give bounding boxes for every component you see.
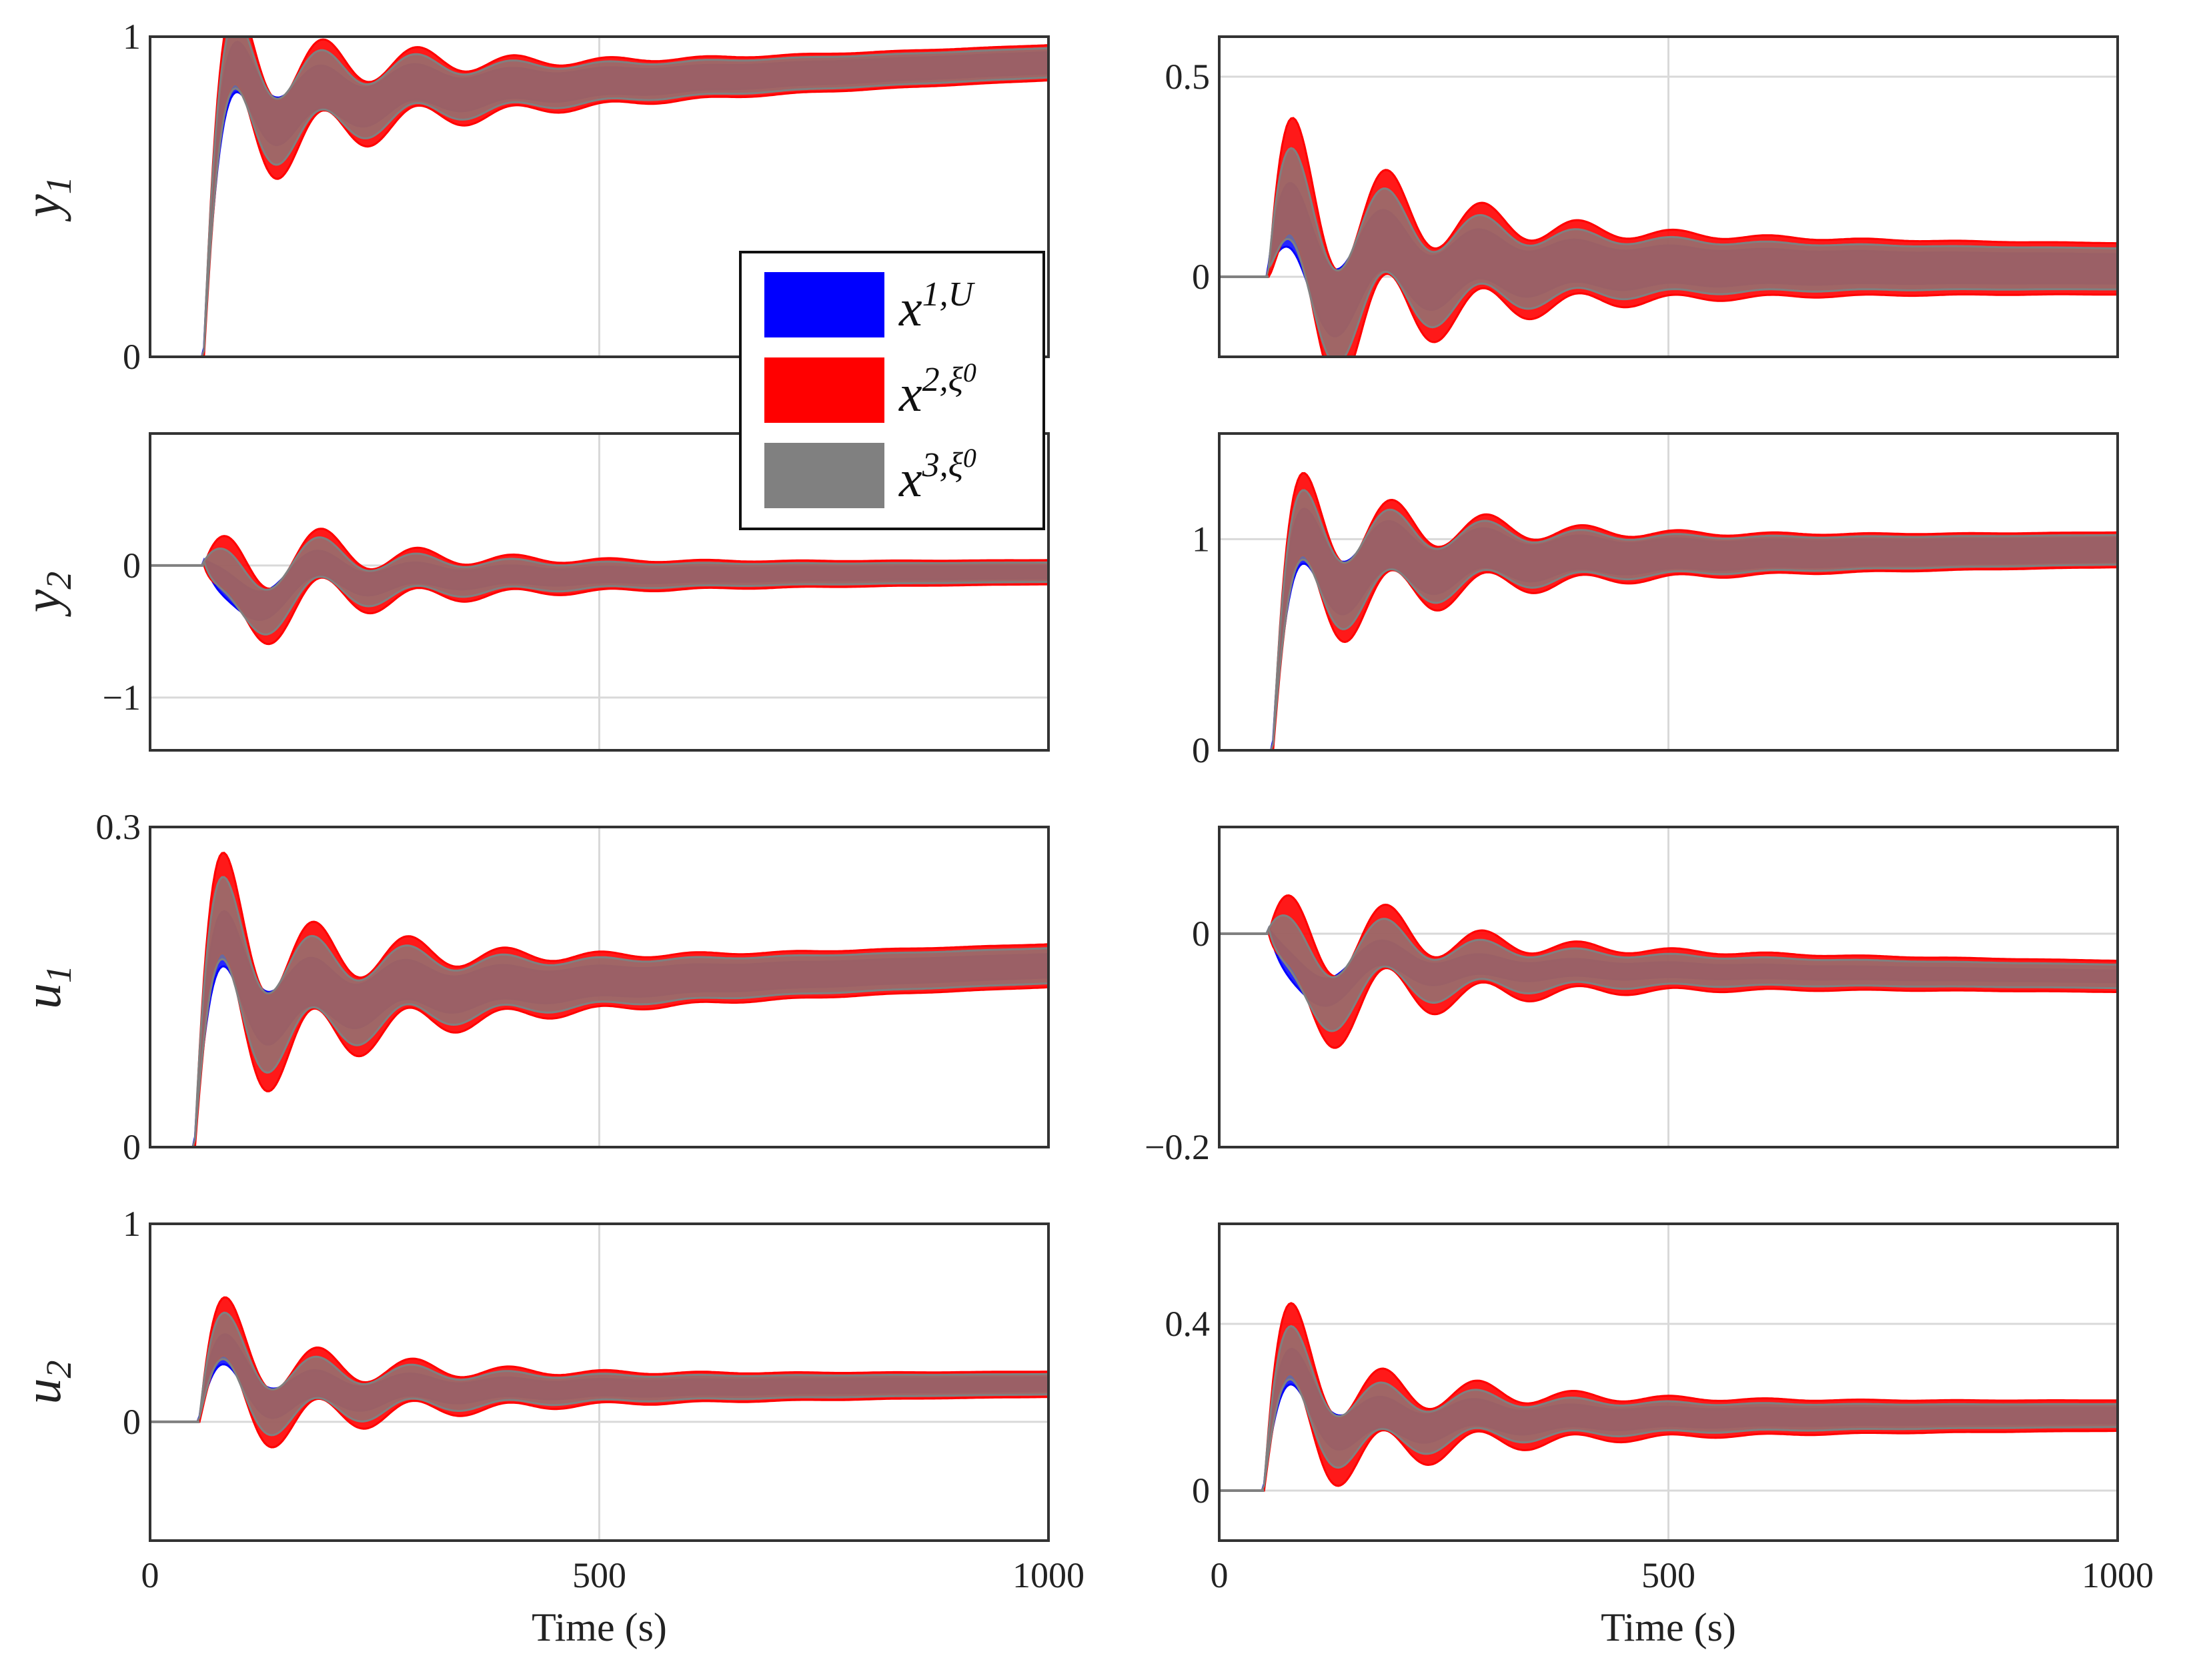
xlabel: Time (s) bbox=[532, 1605, 667, 1649]
ytick-label: 1 bbox=[1192, 519, 1210, 559]
xtick-label: 1000 bbox=[1012, 1555, 1084, 1595]
band-gray bbox=[150, 37, 1048, 357]
panel-u2-right: 0 0.4 0 500 1000 Time (s) bbox=[1165, 1222, 2154, 1649]
ytick-label: 0 bbox=[1192, 257, 1210, 297]
legend: x1,U x2,ξ0 x3,ξ0 bbox=[739, 251, 1045, 530]
panel-u2-left: 0 1 0 500 1000 Time (s) u2 bbox=[13, 1204, 1084, 1649]
ytick-label: 0 bbox=[1192, 914, 1210, 954]
axes-frame bbox=[149, 826, 1050, 1148]
ytick-label: 1 bbox=[123, 17, 141, 57]
ytick-label: 0 bbox=[123, 546, 141, 586]
ytick-label: 0 bbox=[1192, 1471, 1210, 1511]
ytick-label: 0.3 bbox=[96, 807, 141, 847]
legend-swatch-blue bbox=[764, 272, 884, 337]
ytick-label: 0.4 bbox=[1165, 1304, 1211, 1344]
ytick-label: 0 bbox=[123, 1402, 141, 1442]
ylabel: y1 bbox=[13, 176, 79, 222]
ytick-label: 0 bbox=[123, 1127, 141, 1167]
xlabel: Time (s) bbox=[1601, 1605, 1736, 1649]
ytick-label: 0 bbox=[123, 337, 141, 377]
xtick-label: 500 bbox=[1641, 1555, 1695, 1595]
xtick-label: 0 bbox=[1211, 1555, 1229, 1595]
band-gray bbox=[1219, 1325, 2118, 1492]
ytick-label: 1 bbox=[123, 1204, 141, 1244]
panel-y2-left: −1 0 y2 bbox=[13, 432, 1050, 752]
xtick-label: 500 bbox=[572, 1555, 626, 1595]
ylabel: y2 bbox=[13, 572, 79, 618]
band-gray bbox=[1219, 914, 2118, 1032]
band-gray bbox=[150, 876, 1048, 1147]
legend-label-gray: x3,ξ0 bbox=[898, 443, 976, 508]
ylabel: u2 bbox=[13, 1361, 79, 1405]
panel-u1-left: 0 0.3 u1 bbox=[13, 807, 1050, 1167]
band-gray bbox=[1219, 489, 2118, 750]
xtick-label: 0 bbox=[141, 1555, 159, 1595]
band-gray bbox=[150, 1311, 1048, 1437]
panel-u1-right: −0.2 0 bbox=[1145, 826, 2119, 1167]
legend-swatch-gray bbox=[764, 443, 884, 508]
band-gray bbox=[1219, 147, 2118, 357]
panel-y1-right: 00.5 bbox=[1165, 35, 2119, 358]
axes-frame bbox=[1218, 826, 2119, 1148]
band-gray bbox=[150, 536, 1048, 636]
axes-frame bbox=[149, 432, 1050, 752]
ylabel: u1 bbox=[13, 965, 79, 1009]
axes-frame bbox=[149, 35, 1050, 358]
axes-frame bbox=[149, 1222, 1050, 1542]
panel-y2-right: 01 bbox=[1192, 432, 2119, 770]
ytick-label: 0.5 bbox=[1165, 57, 1211, 97]
legend-label-blue: x1,U bbox=[898, 275, 976, 337]
axes-frame bbox=[1218, 35, 2119, 358]
ytick-label: −1 bbox=[103, 678, 141, 718]
ytick-label: 0 bbox=[1192, 730, 1210, 770]
panel-y1-left: 0 1 y1 bbox=[13, 17, 1050, 377]
ytick-label: −0.2 bbox=[1145, 1127, 1210, 1167]
legend-label-red: x2,ξ0 bbox=[898, 357, 976, 422]
xtick-label: 1000 bbox=[2082, 1555, 2154, 1595]
legend-swatch-red bbox=[764, 357, 884, 423]
axes-frame bbox=[1218, 1222, 2119, 1542]
axes-frame bbox=[1218, 432, 2119, 752]
